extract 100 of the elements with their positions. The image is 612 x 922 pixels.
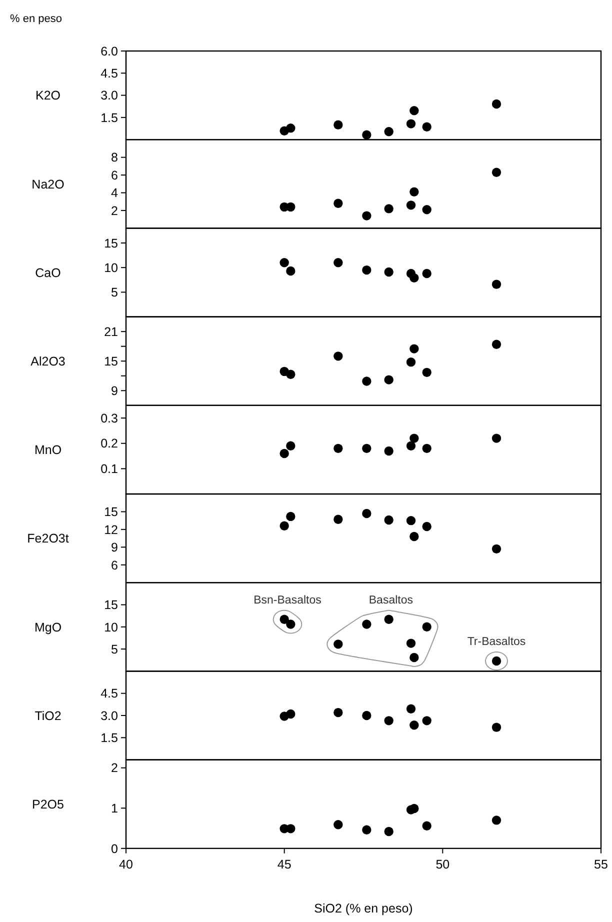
y-tick-label: 15 [104, 505, 118, 520]
y-tick-label: 6 [111, 558, 118, 572]
point [286, 202, 296, 212]
y-tick-label: 5 [111, 286, 118, 300]
y-tick-label: 2 [111, 761, 118, 776]
point [362, 444, 372, 454]
y-axis-title: Na2O [32, 177, 65, 192]
point [362, 508, 372, 518]
point [334, 820, 343, 830]
point [406, 119, 416, 128]
y-tick-label: 0.2 [100, 436, 118, 451]
x-tick-label: 40 [119, 857, 133, 872]
point [384, 127, 394, 136]
point [422, 716, 432, 726]
point [422, 522, 432, 532]
point [410, 106, 419, 116]
point [410, 532, 419, 542]
point [422, 122, 432, 132]
y-tick-label: 8 [111, 150, 118, 165]
y-tick-label: 6 [111, 168, 118, 182]
y-tick-label: 5 [111, 642, 118, 656]
y-axis-title: CaO [35, 266, 62, 280]
point [334, 198, 343, 208]
point [492, 544, 502, 554]
y-tick-label: 3.0 [100, 88, 118, 103]
annotation: Basaltos [368, 594, 414, 606]
annotation: Tr-Basaltos [467, 636, 526, 648]
point [384, 826, 394, 836]
y-tick-label: 4.5 [100, 66, 118, 81]
point [422, 821, 432, 830]
y-axis-title: MgO [34, 620, 62, 634]
point [280, 448, 289, 458]
y-tick-label: 1.5 [100, 731, 118, 746]
point [410, 804, 419, 814]
x-axis-title: SiO2 (% en peso) [314, 901, 413, 916]
point [286, 441, 296, 451]
y-tick-label: 0.3 [100, 411, 118, 426]
point [334, 444, 343, 454]
point [410, 187, 419, 196]
point [334, 120, 343, 130]
y-tick-label: 12 [104, 522, 118, 537]
point [384, 267, 394, 277]
point [422, 268, 432, 278]
x-tick-label: 45 [277, 857, 292, 872]
point [384, 716, 394, 726]
y-tick-label: 15 [104, 598, 118, 612]
point [410, 720, 419, 730]
point [492, 340, 502, 349]
point [406, 638, 416, 648]
y-tick-label: 10 [104, 260, 118, 275]
text: % en peso [10, 13, 62, 25]
point [410, 434, 419, 443]
y-tick-label: 0.1 [100, 462, 118, 476]
y-tick-label: 3.0 [100, 708, 118, 723]
y-axis-title: MnO [34, 443, 62, 458]
y-axis-title: Al2O3 [30, 354, 66, 368]
point [410, 344, 419, 354]
point [406, 704, 416, 714]
point [410, 273, 419, 283]
y-tick-label: 15 [104, 354, 118, 368]
annotation: Bsn-Basaltos [254, 594, 322, 606]
y-tick-label: 9 [111, 384, 118, 398]
point [334, 514, 343, 524]
point [334, 352, 343, 361]
point [492, 434, 502, 443]
x-tick-label: 50 [436, 857, 450, 872]
point [492, 99, 502, 109]
point [286, 824, 296, 834]
point [286, 709, 296, 719]
y-tick-label: 21 [104, 324, 118, 339]
x-tick-label: 55 [594, 857, 608, 872]
y-axis-title: TiO2 [34, 708, 62, 723]
point [492, 722, 502, 732]
y-tick-label: 1.5 [100, 110, 118, 125]
point [362, 710, 372, 720]
point [406, 441, 416, 451]
point [406, 357, 416, 367]
point [384, 204, 394, 214]
point [286, 266, 296, 276]
y-tick-label: 6.0 [100, 44, 118, 58]
point [492, 816, 502, 825]
y-axis-title: Fe2O3t [27, 532, 70, 546]
point [286, 512, 296, 522]
point [384, 446, 394, 456]
point [384, 375, 394, 384]
y-tick-label: 4.5 [100, 686, 118, 701]
point [384, 515, 394, 525]
y-tick-label: 9 [111, 540, 118, 555]
point [334, 258, 343, 268]
y-tick-label: 2 [111, 204, 118, 218]
point [280, 521, 289, 530]
point [280, 258, 289, 268]
point [362, 211, 372, 220]
y-tick-label: 1 [111, 802, 118, 816]
point [334, 708, 343, 718]
point [422, 204, 432, 214]
y-tick-label: 10 [104, 620, 118, 634]
point [286, 123, 296, 133]
y-tick-label: 15 [104, 236, 118, 250]
y-axis-title: P2O5 [32, 797, 64, 812]
